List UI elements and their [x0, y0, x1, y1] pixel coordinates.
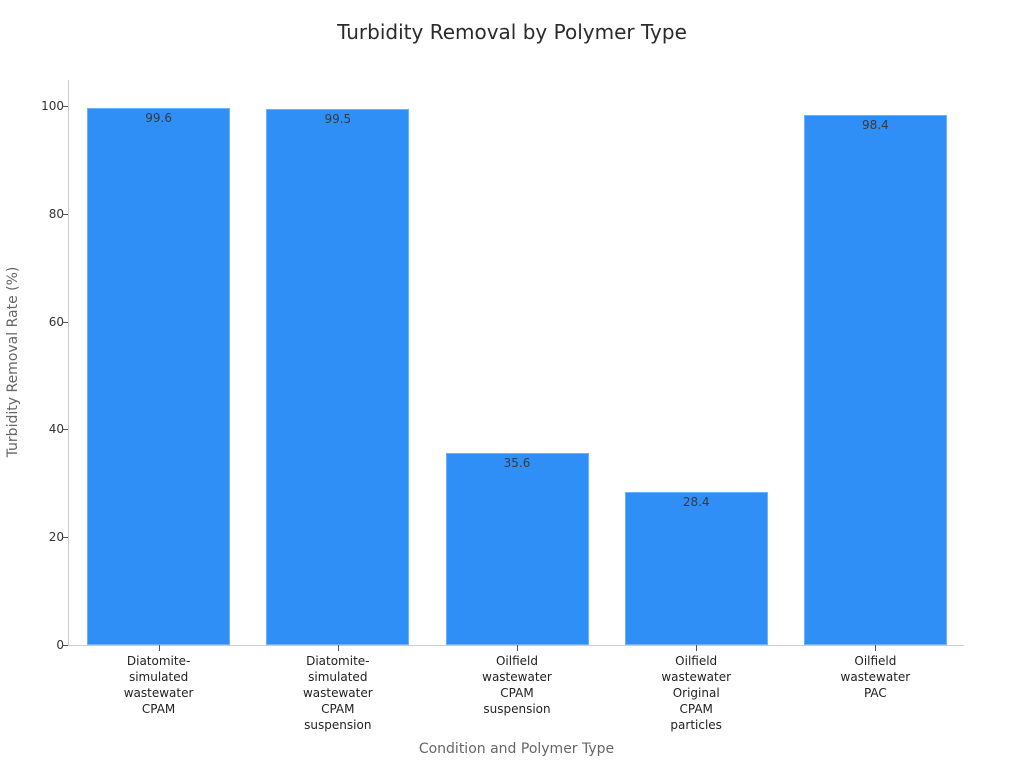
y-tick-mark [62, 429, 68, 431]
x-axis-line [68, 645, 964, 646]
x-tick-mark [517, 645, 518, 651]
bar: 98.4 [803, 114, 947, 645]
y-tick-label: 80 [48, 206, 64, 221]
y-tick-label: 40 [48, 422, 64, 437]
x-axis-label: Condition and Polymer Type [418, 741, 615, 757]
bar-value-label: 28.4 [682, 494, 710, 509]
bar-value-label: 99.6 [145, 111, 172, 126]
bar-value-label: 99.5 [324, 111, 352, 126]
bar: 99.6 [87, 108, 231, 645]
x-tick-mark [158, 645, 160, 651]
bar-value-label: 35.6 [503, 456, 531, 471]
bar: 35.6 [445, 453, 589, 645]
x-tick-label: Diatomite- simulated wastewater CPAM [123, 654, 194, 716]
y-tick-label: 20 [48, 530, 64, 545]
y-tick-mark [62, 106, 68, 107]
x-tick-label: Oilfield wastewater CPAM suspension [482, 654, 552, 716]
y-tick-label: 100 [41, 99, 64, 113]
x-tick-label: Diatomite- simulated wastewater CPAM sus… [302, 654, 373, 732]
y-axis-label: Turbidity Removal Rate (%) [5, 266, 21, 458]
chart-title: Turbidity Removal by Polymer Type [337, 20, 687, 44]
x-tick-mark [875, 645, 877, 651]
y-tick-label: 60 [48, 314, 64, 329]
y-tick-label: 0 [56, 638, 64, 652]
bar: 28.4 [624, 491, 768, 645]
x-tick-mark [337, 645, 339, 651]
x-tick-mark [696, 645, 698, 651]
bar: 99.5 [266, 108, 410, 645]
bar-value-label: 98.4 [862, 117, 889, 132]
y-tick-mark [62, 645, 68, 646]
x-tick-label: Oilfield wastewater Original CPAM partic… [661, 654, 732, 732]
y-tick-mark [62, 213, 68, 215]
y-tick-mark [62, 537, 68, 539]
y-axis-line [68, 80, 69, 645]
x-tick-label: Oilfield wastewater PAC [840, 654, 911, 700]
y-tick-mark [62, 321, 68, 323]
